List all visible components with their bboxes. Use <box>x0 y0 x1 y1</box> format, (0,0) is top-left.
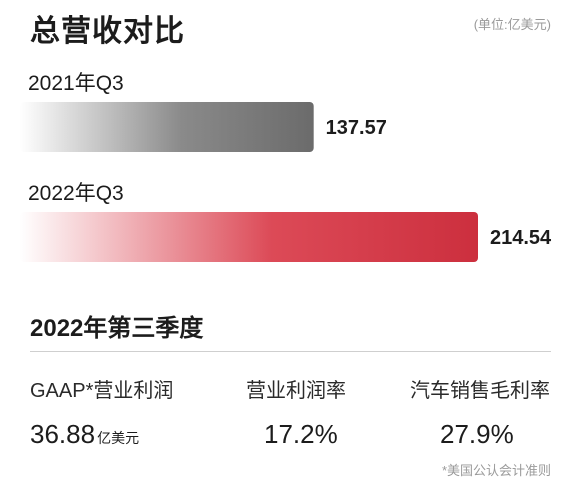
metric-value-operating-profit-number: 36.88 <box>30 419 96 449</box>
metric-label-operating-profit: GAAP*营业利润 <box>30 380 174 402</box>
metric-value-operating-margin: 17.2% <box>264 419 338 449</box>
metric-value-operating-profit-unit: 亿美元 <box>97 430 140 446</box>
footnote: *美国公认会计准则 <box>441 463 551 478</box>
metric-value-gross-margin: 27.9% <box>440 419 514 449</box>
chart-title: 总营收对比 <box>30 15 185 48</box>
revenue-bar-chart: 2021年Q3 137.57 2022年Q3 214.54 <box>20 72 552 262</box>
category-label-0: 2021年Q3 <box>28 72 124 95</box>
bar-0 <box>20 102 314 152</box>
value-label-0: 137.57 <box>326 117 387 139</box>
unit-note: (单位:亿美元) <box>473 17 551 32</box>
divider <box>30 351 551 352</box>
section-title: 2022年第三季度 <box>30 315 204 342</box>
value-label-1: 214.54 <box>490 227 552 249</box>
category-label-1: 2022年Q3 <box>28 182 124 205</box>
metric-label-gross-margin: 汽车销售毛利率 <box>410 380 550 402</box>
metric-value-operating-profit: 36.88 亿美元 <box>30 419 139 450</box>
metric-label-operating-margin: 营业利润率 <box>246 380 346 402</box>
bar-1 <box>20 212 478 262</box>
